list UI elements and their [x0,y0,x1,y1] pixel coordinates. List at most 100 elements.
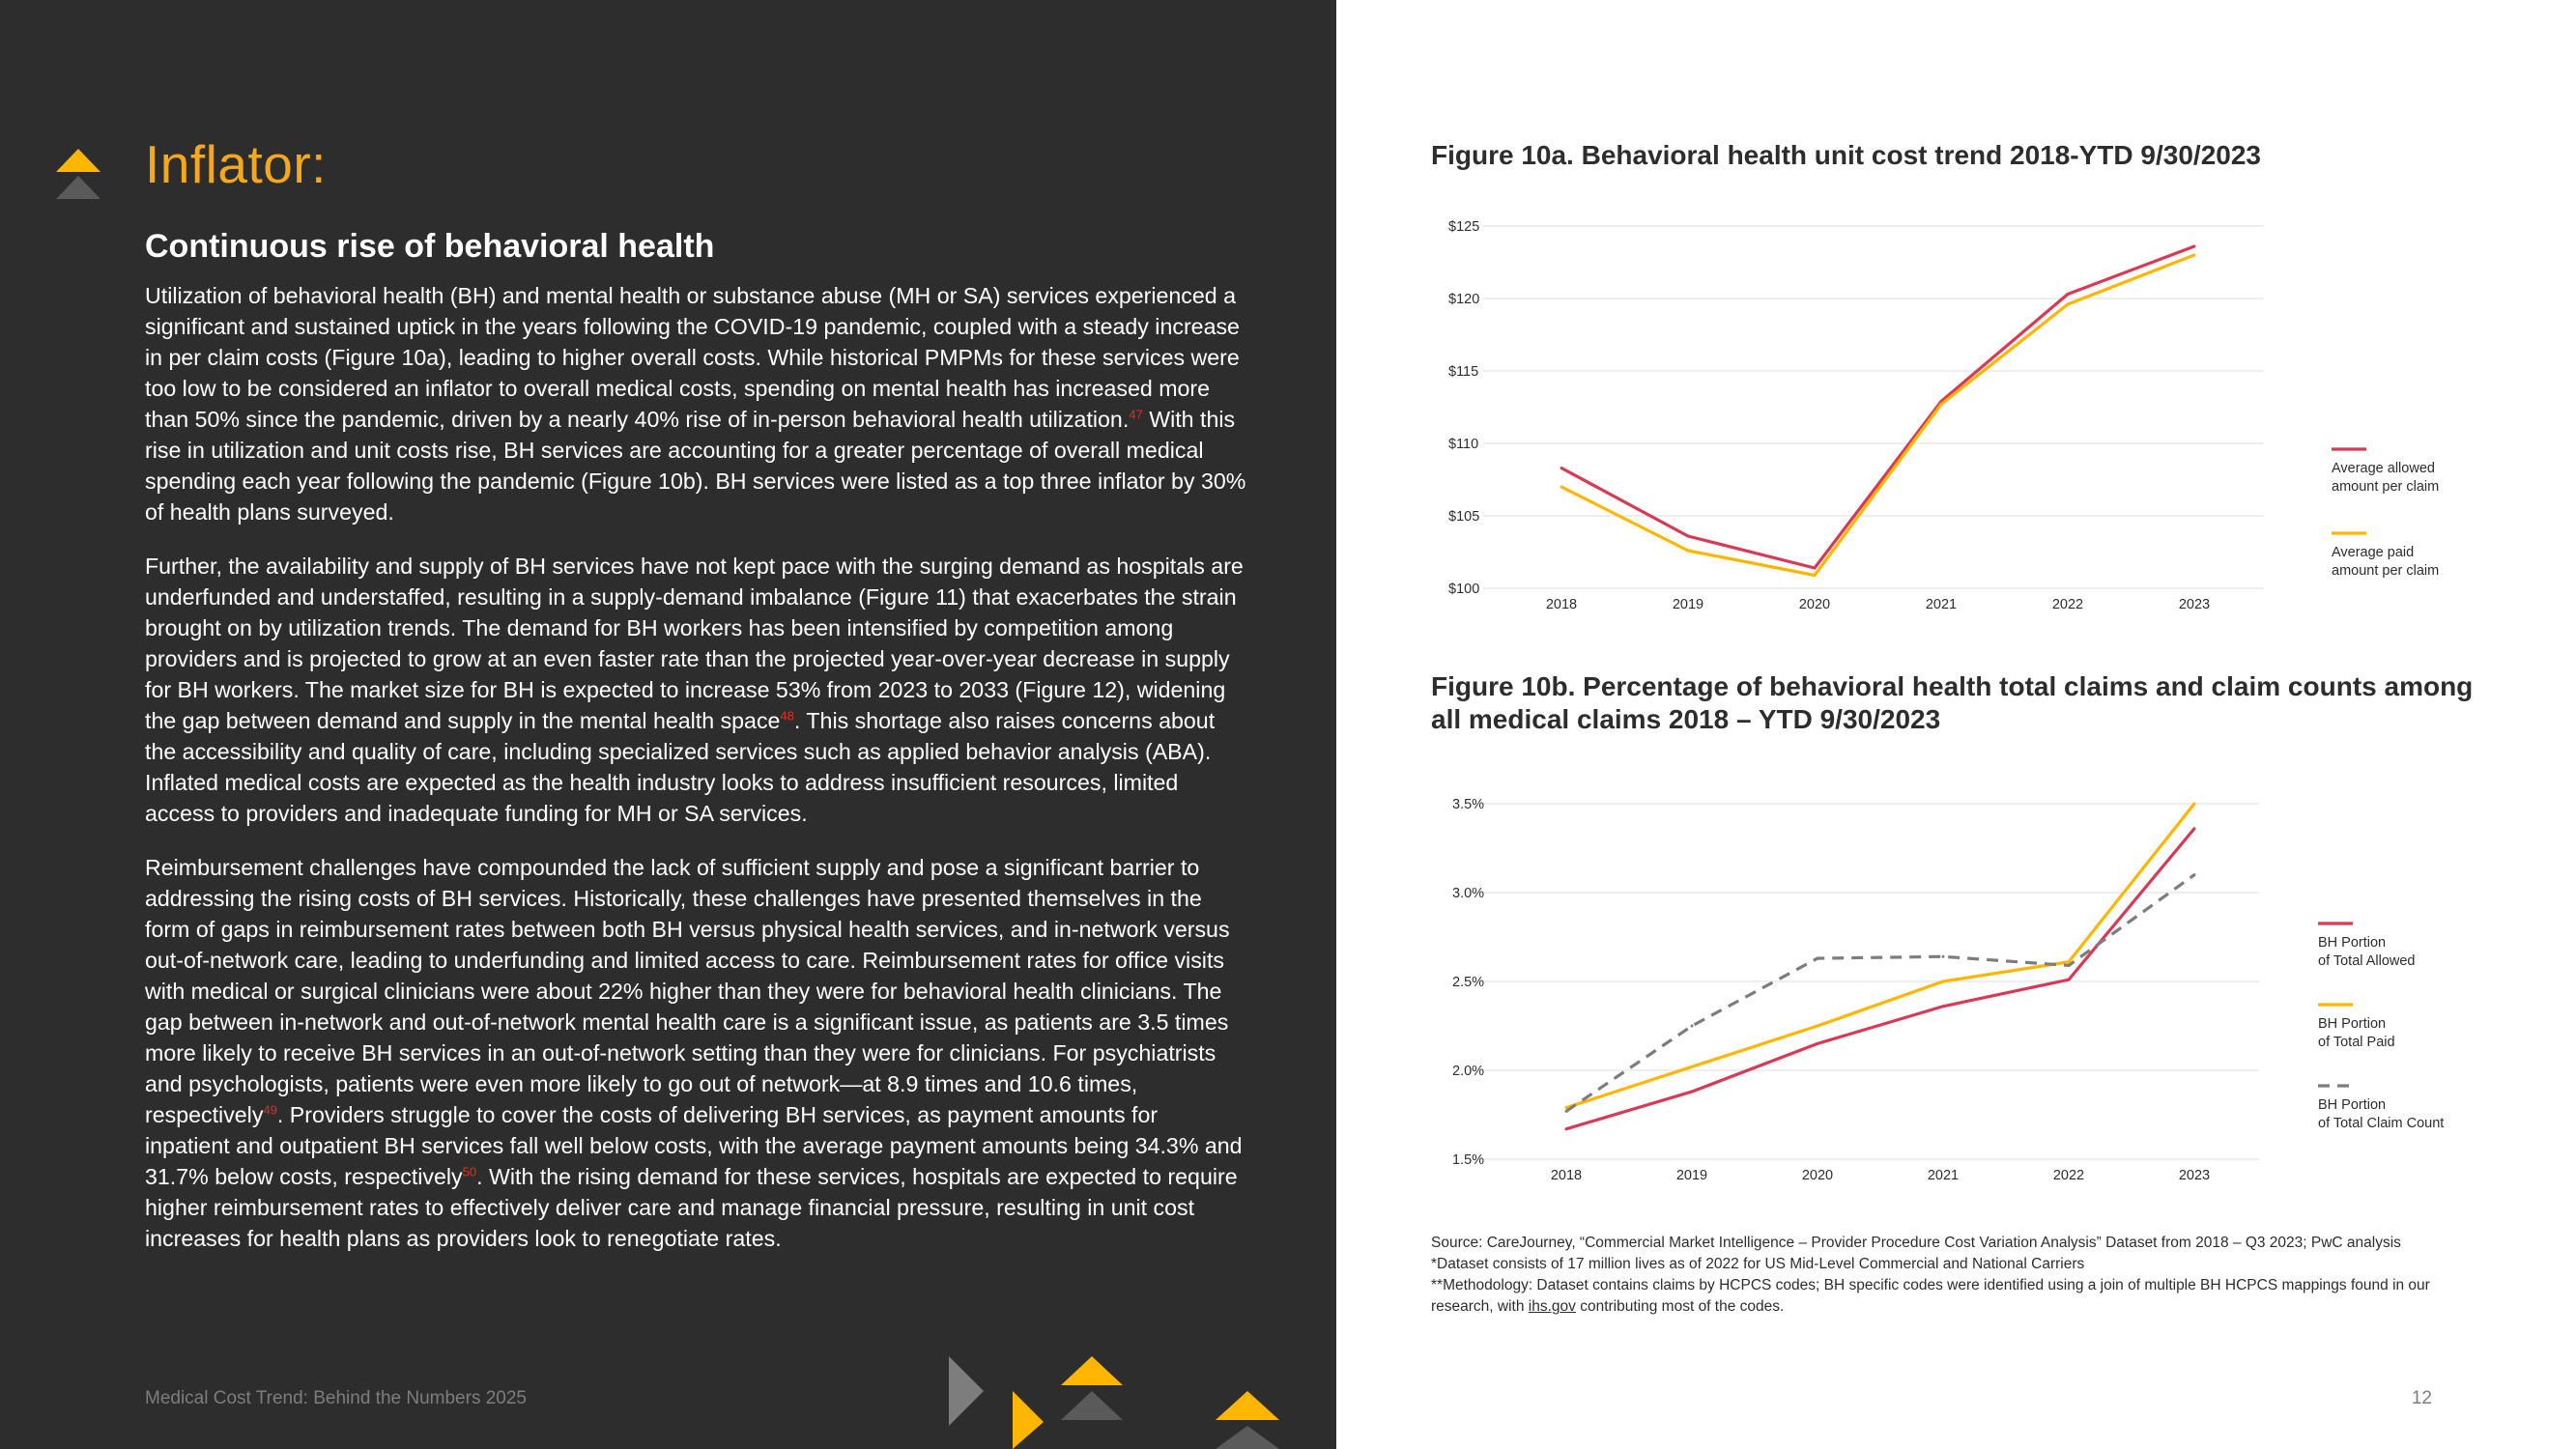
page-subheading: Continuous rise of behavioral health [145,228,715,265]
data-point [1941,954,1945,958]
paragraph-text: Further, the availability and supply of … [145,554,1244,733]
paragraph-text: Reimbursement challenges have compounded… [145,855,1230,1127]
legend-label: of Total Claim Count [2318,1116,2444,1131]
y-tick-label: 1.5% [1452,1152,1484,1168]
data-point [2067,978,2071,981]
y-tick-label: 3.0% [1452,886,1484,901]
y-tick-label: 2.0% [1452,1064,1484,1079]
data-point [1941,980,1945,983]
y-tick-label: $125 [1448,219,1479,235]
x-tick-label: 2022 [2053,1168,2084,1183]
data-point [2192,827,2196,831]
footnote-ref[interactable]: 50 [462,1164,477,1179]
data-point [2067,960,2071,964]
y-tick-label: $105 [1448,509,1479,525]
methodology-text-end: contributing most of the codes. [1575,1298,1785,1315]
footer-publication-title: Medical Cost Trend: Behind the Numbers 2… [145,1388,527,1408]
figure-10b-title: Figure 10b. Percentage of behavioral hea… [1431,671,2474,734]
x-tick-label: 2019 [1673,597,1703,612]
y-tick-label: $120 [1448,292,1479,307]
data-point [1564,1106,1568,1110]
data-point [1816,1041,1819,1045]
dataset-note: *Dataset consists of 17 million lives as… [1431,1256,2085,1272]
data-point [1816,956,1819,960]
x-tick-label: 2020 [1802,1168,1833,1183]
data-point [2192,253,2196,257]
x-tick-label: 2020 [1799,597,1830,612]
legend-label: amount per claim [2332,479,2439,495]
series-line [1565,873,2195,1113]
data-point [2066,293,2070,296]
legend-label: Average paid [2332,545,2414,560]
series-line [1560,253,2195,578]
data-point [1690,1024,1694,1028]
x-tick-label: 2022 [2052,597,2083,612]
data-point [1560,485,1563,489]
ihs-gov-link[interactable]: ihs.gov [1528,1298,1576,1315]
data-point [2192,873,2196,877]
legend-label: amount per claim [2332,563,2439,579]
figure-10a-line-chart: $100 $105 $110 $115 $120 $125 2018 2019 2020 2021… [1448,219,2439,612]
y-tick-label: 3.5% [1452,797,1484,812]
data-point [1690,1090,1694,1094]
decorative-triangles-icon [949,1356,1279,1449]
series-line [1565,803,2196,1110]
methodology-note: **Methodology: Dataset contains claims b… [1431,1275,2455,1318]
footnote-ref[interactable]: 48 [780,708,794,724]
paragraph-text: Utilization of behavioral health (BH) an… [145,283,1240,432]
data-point [2192,802,2196,806]
footnote-ref[interactable]: 47 [1129,407,1143,422]
footnote-ref[interactable]: 49 [263,1102,277,1118]
y-tick-label: $115 [1448,364,1478,380]
data-point [1564,1127,1568,1131]
legend-label: BH Portion [2318,1097,2386,1113]
series-line [1565,827,2196,1131]
body-paragraph-1: Utilization of behavioral health (BH) an… [145,280,1246,527]
paragraph-text: With this rise in utilization and unit c… [145,407,1246,525]
legend-label: of Total Allowed [2318,953,2416,969]
left-panel: Inflator: Continuous rise of behavioral … [0,0,1336,1449]
section-triangles-icon [56,149,100,199]
x-tick-label: 2023 [2179,597,2210,612]
y-tick-label: $100 [1448,582,1479,597]
data-point [1941,1005,1945,1009]
x-tick-label: 2023 [2179,1168,2210,1183]
body-paragraph-3: Reimbursement challenges have compounded… [145,852,1246,1254]
y-tick-label: 2.5% [1452,975,1484,990]
paragraph-text: . This shortage also raises concerns abo… [145,708,1216,826]
data-point [2067,963,2071,967]
data-point [2192,244,2196,248]
x-tick-label: 2018 [1551,1168,1582,1183]
paragraph-text: . Providers struggle to cover the costs … [145,1102,1243,1189]
data-point [1690,1065,1694,1068]
data-point [1686,534,1690,538]
y-tick-label: $110 [1448,437,1478,452]
data-point [1560,467,1563,469]
data-point [2066,302,2070,306]
figure-10b-line-chart: 1.5% 2.0% 2.5% 3.0% 3.5% 2018 2019 2020 2021 2022… [1452,797,2444,1183]
x-tick-label: 2018 [1546,597,1577,612]
legend-label: Average allowed [2332,461,2435,476]
data-point [1939,403,1943,406]
data-point [1813,574,1817,577]
data-point [1564,1109,1568,1113]
source-line: Source: CareJourney, “Commercial Market … [1431,1235,2401,1251]
right-panel: Figure 10a. Behavioral health unit cost … [1336,0,2576,1449]
data-point [1686,549,1690,553]
data-point [1813,566,1817,570]
body-paragraph-2: Further, the availability and supply of … [145,551,1246,829]
x-tick-label: 2021 [1928,1168,1959,1183]
page-heading: Inflator: [145,134,327,194]
figure-10a-title: Figure 10a. Behavioral health unit cost … [1431,140,2261,170]
page-number: 12 [2411,1388,2432,1408]
x-tick-label: 2021 [1926,597,1957,612]
paragraph-text: . With the rising demand for these servi… [145,1164,1238,1251]
legend-label: BH Portion [2318,935,2386,951]
data-point [1816,1024,1819,1028]
legend-label: BH Portion [2318,1016,2386,1032]
legend-label: of Total Paid [2318,1035,2395,1050]
source-note: Source: CareJourney, “Commercial Market … [1431,1233,2455,1318]
series-line [1560,244,2195,570]
methodology-text: **Methodology: Dataset contains claims b… [1431,1277,2430,1315]
x-tick-label: 2019 [1676,1168,1707,1183]
